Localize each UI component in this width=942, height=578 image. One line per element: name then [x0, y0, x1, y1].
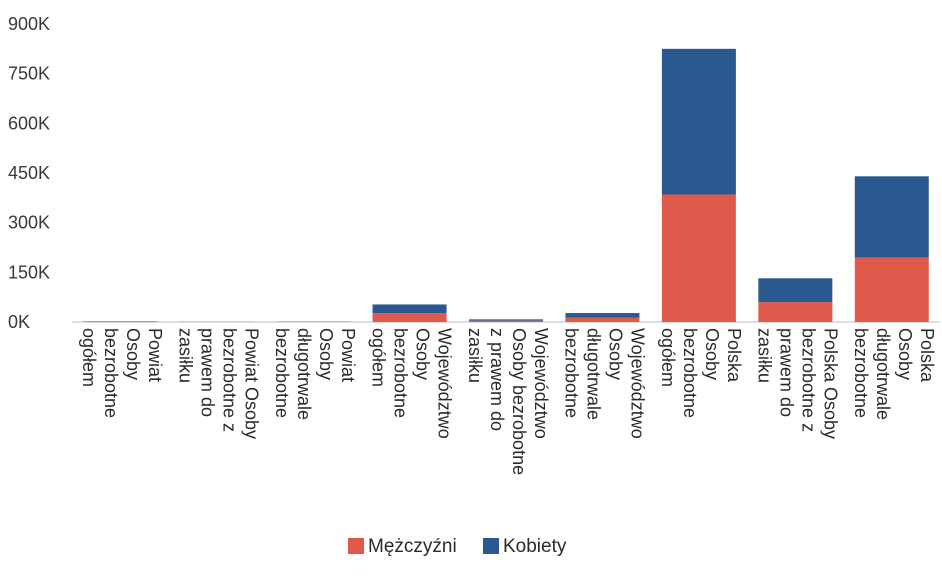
x-category-label: ogółem	[79, 328, 99, 387]
bar-mezczyzni	[565, 318, 639, 322]
x-category-label: Osoby	[413, 328, 433, 380]
x-category-label: długotrwale	[583, 328, 603, 420]
legend-swatch	[483, 538, 499, 554]
bar-mezczyzni	[662, 195, 736, 322]
x-category-label: bezrobotne	[680, 328, 700, 418]
x-category-label: Polska	[917, 328, 937, 383]
y-tick-label: 750K	[8, 64, 50, 84]
x-category-label: bezrobotne	[851, 328, 871, 418]
bar-mezczyzni	[469, 321, 543, 322]
x-category-label: Osoby	[605, 328, 625, 380]
y-tick-label: 300K	[8, 213, 50, 233]
bar-kobiety	[662, 49, 736, 195]
legend-label: Kobiety	[503, 536, 567, 557]
x-category-label: bezrobotne z	[798, 328, 818, 432]
x-category-label: ogółem	[369, 328, 389, 387]
x-category-label: Osoby	[895, 328, 915, 380]
y-tick-label: 450K	[8, 163, 50, 183]
x-category-label: Polska Osoby	[820, 328, 840, 439]
y-tick-label: 150K	[8, 262, 50, 282]
x-category-label: Województwo	[435, 328, 455, 439]
x-category-label: bezrobotne	[561, 328, 581, 418]
y-tick-label: 900K	[8, 14, 50, 34]
y-tick-label: 600K	[8, 113, 50, 133]
x-category-label: bezrobotne	[272, 328, 292, 418]
x-category-label: prawem do	[776, 328, 796, 417]
x-category-label: zasiłku	[176, 328, 196, 383]
bar-kobiety	[855, 176, 929, 257]
x-category-label: bezrobotne z	[220, 328, 240, 432]
x-category-label: Powiat	[145, 328, 165, 382]
bar-kobiety	[758, 278, 832, 302]
x-category-label: zasiłku	[465, 328, 485, 383]
y-tick-label: 0K	[8, 312, 30, 332]
x-category-label: bezrobotne	[101, 328, 121, 418]
x-category-label: Powiat	[338, 328, 358, 382]
legend-label: Mężczyźni	[368, 536, 457, 557]
x-category-label: zasiłku	[754, 328, 774, 383]
x-category-label: Polska	[724, 328, 744, 383]
bar-kobiety	[565, 313, 639, 318]
bar-mezczyzni	[373, 313, 447, 322]
x-category-label: Województwo	[531, 328, 551, 439]
x-category-label: z prawem do	[487, 328, 507, 431]
x-category-label: bezrobotne	[391, 328, 411, 418]
x-category-label: Województwo	[627, 328, 647, 439]
x-category-label: prawem do	[198, 328, 218, 417]
x-category-label: ogółem	[658, 328, 678, 387]
x-category-label: długotrwale	[873, 328, 893, 420]
bar-kobiety	[469, 319, 543, 320]
x-category-label: Osoby bezrobotne	[509, 328, 529, 475]
x-category-label: długotrwale	[294, 328, 314, 420]
bar-mezczyzni	[855, 257, 929, 322]
x-category-label: Osoby	[702, 328, 722, 380]
x-category-label: Osoby	[123, 328, 143, 380]
x-category-label: Osoby	[316, 328, 336, 380]
bar-mezczyzni	[758, 302, 832, 322]
bar-kobiety	[373, 304, 447, 313]
x-category-label: Powiat Osoby	[242, 328, 262, 439]
legend-swatch	[348, 538, 364, 554]
